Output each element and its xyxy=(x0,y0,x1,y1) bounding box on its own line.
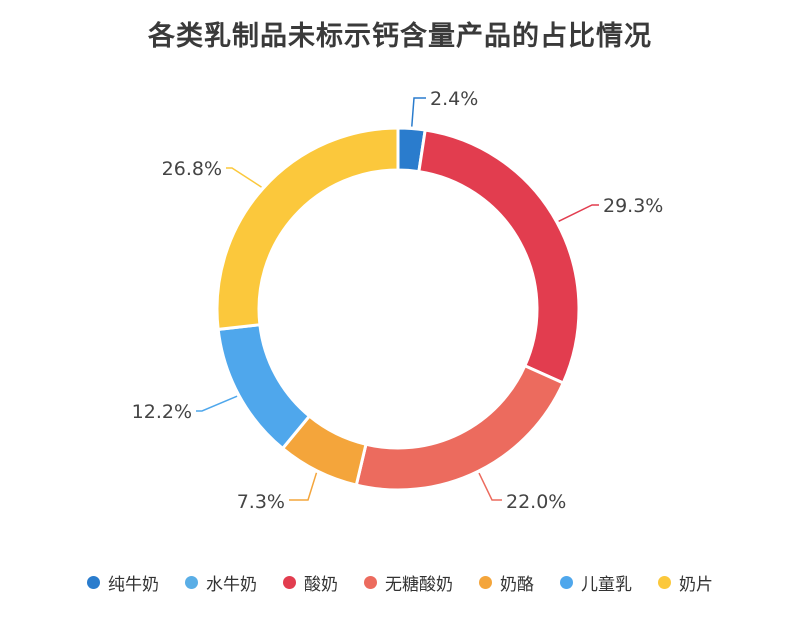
slice-无糖酸奶 xyxy=(354,363,566,492)
legend-label: 奶片 xyxy=(679,575,713,595)
legend: 纯牛奶 水牛奶 酸奶 无糖酸奶 奶酪 儿童乳 奶片 xyxy=(0,570,800,595)
legend-swatch xyxy=(364,576,377,589)
data-label-无糖酸奶: 22.0% xyxy=(506,491,566,513)
slice-奶片 xyxy=(215,126,400,332)
data-label-酸奶: 29.3% xyxy=(603,195,663,217)
legend-swatch xyxy=(283,576,296,589)
legend-label: 纯牛奶 xyxy=(108,575,159,595)
slice-儿童乳 xyxy=(216,323,312,451)
legend-swatch xyxy=(658,576,671,589)
slice-酸奶 xyxy=(417,128,581,385)
legend-label: 儿童乳 xyxy=(581,575,632,595)
leader-line-无糖酸奶 xyxy=(478,472,502,501)
legend-label: 酸奶 xyxy=(304,575,338,595)
data-label-纯牛奶: 2.4% xyxy=(430,88,478,110)
leader-line-儿童乳 xyxy=(196,395,238,412)
legend-item-儿童乳[interactable]: 儿童乳 xyxy=(560,570,632,595)
legend-label: 水牛奶 xyxy=(206,575,257,595)
legend-label: 奶酪 xyxy=(500,575,534,595)
legend-swatch xyxy=(185,576,198,589)
legend-item-酸奶[interactable]: 酸奶 xyxy=(283,570,338,595)
legend-item-纯牛奶[interactable]: 纯牛奶 xyxy=(87,570,159,595)
data-label-奶酪: 7.3% xyxy=(237,491,285,513)
legend-item-水牛奶[interactable]: 水牛奶 xyxy=(185,570,257,595)
chart-title: 各类乳制品未标示钙含量产品的占比情况 xyxy=(148,21,652,52)
leader-line-奶片 xyxy=(226,167,262,188)
leader-line-纯牛奶 xyxy=(411,97,426,127)
legend-item-奶片[interactable]: 奶片 xyxy=(658,570,713,595)
legend-swatch xyxy=(560,576,573,589)
legend-swatch xyxy=(479,576,492,589)
data-label-奶片: 26.8% xyxy=(162,158,222,180)
leader-line-奶酪 xyxy=(289,472,318,501)
legend-item-奶酪[interactable]: 奶酪 xyxy=(479,570,534,595)
data-label-儿童乳: 12.2% xyxy=(132,401,192,423)
leader-line-酸奶 xyxy=(558,204,599,223)
legend-item-无糖酸奶[interactable]: 无糖酸奶 xyxy=(364,570,453,595)
legend-label: 无糖酸奶 xyxy=(385,575,453,595)
legend-swatch xyxy=(87,576,100,589)
